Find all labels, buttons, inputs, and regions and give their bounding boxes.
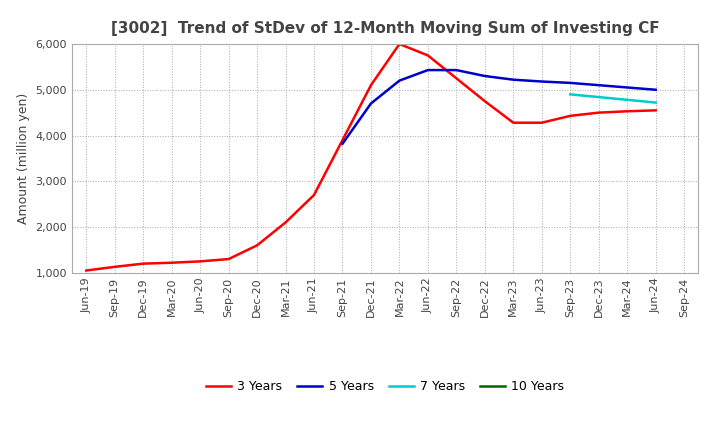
- 3 Years: [480, 99, 489, 104]
- 3 Years: [395, 41, 404, 47]
- 5 Years: [480, 73, 489, 79]
- 5 Years: [452, 67, 461, 73]
- 5 Years: [423, 67, 432, 73]
- 7 Years: [652, 100, 660, 105]
- 7 Years: [623, 97, 631, 103]
- 5 Years: [509, 77, 518, 82]
- 5 Years: [652, 87, 660, 92]
- 3 Years: [623, 109, 631, 114]
- 3 Years: [167, 260, 176, 265]
- 3 Years: [310, 192, 318, 198]
- Line: 5 Years: 5 Years: [343, 70, 656, 144]
- 3 Years: [652, 108, 660, 113]
- 7 Years: [566, 92, 575, 97]
- 3 Years: [452, 76, 461, 81]
- 3 Years: [423, 53, 432, 58]
- 5 Years: [338, 141, 347, 147]
- 3 Years: [366, 83, 375, 88]
- 3 Years: [566, 113, 575, 118]
- 3 Years: [282, 220, 290, 225]
- 3 Years: [82, 268, 91, 273]
- 5 Years: [366, 101, 375, 106]
- 3 Years: [509, 120, 518, 125]
- 3 Years: [338, 137, 347, 143]
- 3 Years: [595, 110, 603, 115]
- 5 Years: [566, 80, 575, 85]
- 3 Years: [196, 259, 204, 264]
- 3 Years: [225, 257, 233, 262]
- 5 Years: [595, 83, 603, 88]
- Title: [3002]  Trend of StDev of 12-Month Moving Sum of Investing CF: [3002] Trend of StDev of 12-Month Moving…: [111, 21, 660, 36]
- 5 Years: [395, 78, 404, 83]
- Line: 3 Years: 3 Years: [86, 44, 656, 271]
- 7 Years: [595, 95, 603, 100]
- Line: 7 Years: 7 Years: [570, 94, 656, 103]
- 3 Years: [253, 243, 261, 248]
- 3 Years: [537, 120, 546, 125]
- Legend: 3 Years, 5 Years, 7 Years, 10 Years: 3 Years, 5 Years, 7 Years, 10 Years: [201, 375, 570, 398]
- 5 Years: [623, 85, 631, 90]
- 3 Years: [110, 264, 119, 269]
- Y-axis label: Amount (million yen): Amount (million yen): [17, 93, 30, 224]
- 5 Years: [537, 79, 546, 84]
- 3 Years: [139, 261, 148, 266]
